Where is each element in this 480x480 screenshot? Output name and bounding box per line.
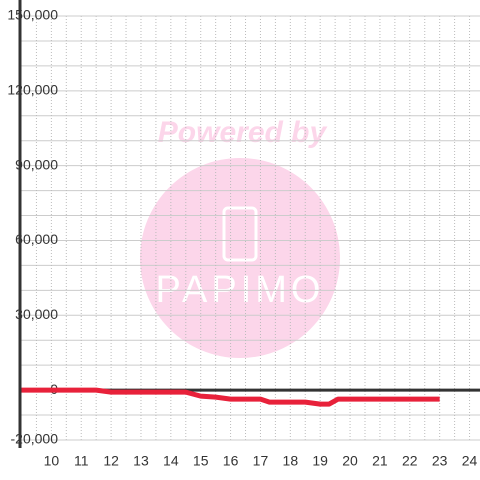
x-tick-label: 16 [223,453,239,469]
x-tick-label: 22 [402,453,418,469]
x-tick-label: 24 [462,453,478,469]
y-tick-label: -20,000 [11,431,59,447]
y-tick-label: 90,000 [15,156,58,172]
x-tick-label: 15 [193,453,209,469]
watermark-icon [222,206,258,262]
x-tick-label: 18 [283,453,299,469]
y-tick-label: 60,000 [15,231,58,247]
x-tick-label: 17 [253,453,269,469]
x-tick-label: 21 [372,453,388,469]
x-tick-label: 12 [103,453,119,469]
x-tick-label: 10 [44,453,60,469]
x-tick-label: 19 [312,453,328,469]
watermark-circle [140,158,340,358]
x-tick-label: 20 [342,453,358,469]
data-line [21,387,440,407]
x-tick-label: 23 [432,453,448,469]
y-tick-label: 30,000 [15,306,58,322]
y-tick-label: 150,000 [7,7,58,23]
x-tick-label: 13 [133,453,149,469]
x-tick-label: 11 [74,453,89,469]
x-tick-label: 14 [163,453,179,469]
y-tick-label: 120,000 [7,82,58,98]
watermark-text: Powered by [158,116,328,149]
